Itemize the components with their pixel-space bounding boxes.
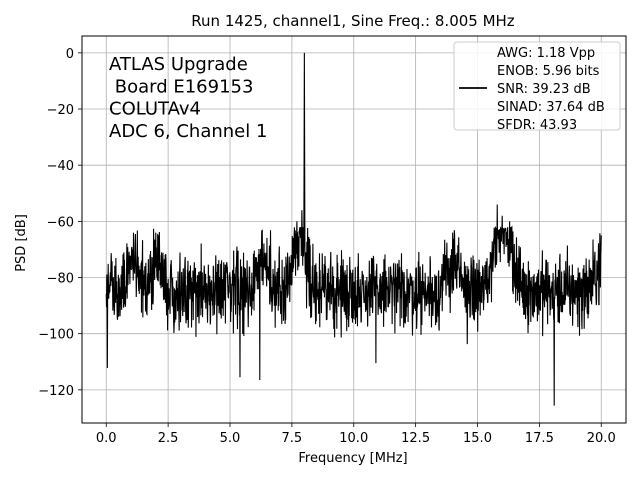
legend-entry: SNR: 39.23 dB — [497, 82, 591, 97]
psd-series — [105, 52, 602, 406]
legend-entry: ENOB: 5.96 bits — [497, 64, 600, 79]
y-tick-label: −20 — [47, 103, 74, 118]
x-tick-label: 2.5 — [158, 431, 179, 446]
psd-line — [105, 52, 602, 406]
annotation-line: COLUTAv4 — [109, 99, 201, 120]
x-axis-label: Frequency [MHz] — [298, 451, 407, 466]
annotation-line: ATLAS Upgrade — [109, 54, 248, 75]
legend-box — [453, 41, 621, 131]
x-tick-label: 12.5 — [401, 431, 430, 446]
x-tick-label: 17.5 — [525, 431, 554, 446]
annotation-line: ADC 6, Channel 1 — [109, 121, 267, 142]
x-tick-label: 0.0 — [96, 431, 117, 446]
x-tick-label: 5.0 — [220, 431, 241, 446]
annotation-line: Board E169153 — [109, 76, 253, 97]
legend-entry: AWG: 1.18 Vpp — [497, 46, 595, 61]
y-tick-label: −60 — [47, 215, 74, 230]
legend-entry: SFDR: 43.93 — [497, 118, 577, 133]
x-tick-label: 10.0 — [339, 431, 368, 446]
x-tick-label: 15.0 — [463, 431, 492, 446]
y-tick-label: −100 — [38, 328, 74, 343]
y-axis-label: PSD [dB] — [14, 214, 29, 272]
y-tick-label: −80 — [47, 272, 74, 287]
y-tick-label: −120 — [38, 384, 74, 399]
y-axis-ticks: 0 −20 −40 −60 −80 −100 −120 — [38, 47, 82, 399]
x-axis-ticks: 0.0 2.5 5.0 7.5 10.0 12.5 15.0 17.5 20.0 — [96, 423, 616, 446]
x-tick-label: 7.5 — [282, 431, 303, 446]
chart-title: Run 1425, channel1, Sine Freq.: 8.005 MH… — [191, 12, 515, 30]
y-tick-label: 0 — [66, 47, 74, 62]
legend-entry: SINAD: 37.64 dB — [497, 100, 605, 115]
y-tick-label: −40 — [47, 159, 74, 174]
legend: AWG: 1.18 Vpp ENOB: 5.96 bits SNR: 39.23 d… — [453, 41, 621, 133]
annotation-text: ATLAS Upgrade Board E169153 COLUTAv4 ADC 6… — [109, 54, 267, 142]
x-tick-label: 20.0 — [587, 431, 616, 446]
board-annotation: ATLAS Upgrade Board E169153 COLUTAv4 ADC 6… — [109, 54, 267, 142]
